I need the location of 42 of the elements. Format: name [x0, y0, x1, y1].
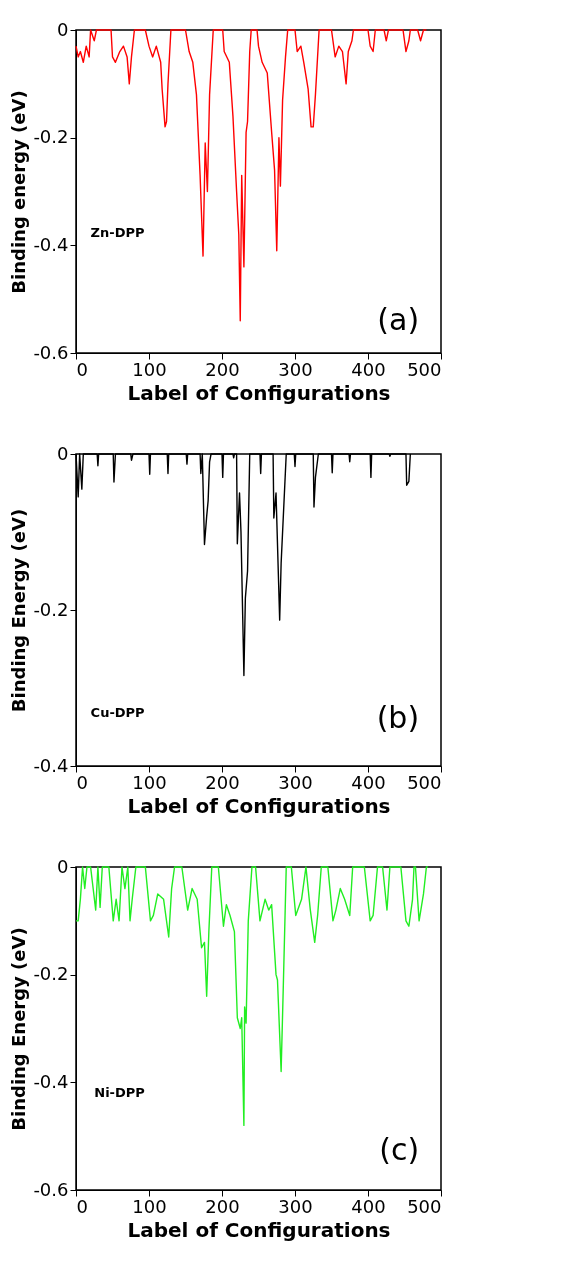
y-tick-label: 0 — [57, 18, 69, 40]
y-axis-title: Binding Energy (eV) — [8, 508, 30, 713]
x-tick-label: 500 — [407, 358, 442, 380]
annotation: Ni-DPP — [94, 1085, 145, 1101]
x-tick-label: 0 — [76, 1195, 88, 1217]
y-tick-label: -0.4 — [33, 754, 69, 776]
x-tick-label: 0 — [76, 358, 88, 380]
y-tick-label: -0.4 — [33, 233, 69, 255]
annotation: (a) — [377, 301, 420, 337]
x-tick-label: 200 — [205, 771, 240, 793]
y-tick-label: -0.2 — [33, 598, 69, 620]
x-axis-title: Label of Configurations — [127, 1217, 391, 1242]
x-tick-label: 500 — [407, 1195, 442, 1217]
x-tick-label: 200 — [205, 358, 240, 380]
x-tick-label: 100 — [132, 771, 167, 793]
y-tick-label: -0.4 — [33, 1070, 69, 1092]
annotation: (b) — [376, 700, 420, 736]
annotation: Cu-DPP — [90, 704, 145, 720]
x-axis-title: Label of Configurations — [127, 380, 391, 405]
y-tick-label: -0.2 — [33, 963, 69, 985]
x-tick-label: 300 — [278, 1195, 313, 1217]
y-tick-label: -0.6 — [33, 1178, 69, 1200]
x-tick-label: 300 — [278, 771, 313, 793]
line-series — [75, 866, 429, 1127]
y-axis-title: Binding energy (eV) — [8, 90, 30, 294]
x-tick-label: 100 — [132, 1195, 167, 1217]
annotation: (c) — [379, 1132, 420, 1168]
x-tick-label: 0 — [76, 771, 88, 793]
x-tick-label: 300 — [278, 358, 313, 380]
y-tick-label: -0.6 — [33, 341, 69, 363]
y-tick-label: -0.2 — [33, 126, 69, 148]
x-tick-label: 100 — [132, 358, 167, 380]
y-tick-label: 0 — [57, 855, 69, 877]
x-tick-label: 400 — [351, 771, 386, 793]
y-tick-label: 0 — [57, 442, 69, 464]
x-tick-label: 400 — [351, 1195, 386, 1217]
y-axis-title: Binding Energy (eV) — [8, 927, 30, 1131]
x-tick-label: 200 — [205, 1195, 240, 1217]
annotation: Zn-DPP — [90, 225, 145, 241]
x-axis-title: Label of Configurations — [127, 793, 391, 818]
x-tick-label: 400 — [351, 358, 386, 380]
x-tick-label: 500 — [407, 771, 442, 793]
